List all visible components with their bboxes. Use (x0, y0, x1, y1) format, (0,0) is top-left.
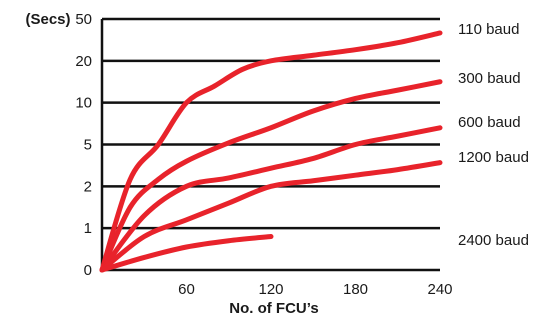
series-line-2400-baud (99, 234, 274, 273)
y-tick-label: 2 (84, 178, 92, 195)
series-line-300-baud (99, 79, 443, 273)
legend-label: 110 baud (458, 21, 519, 38)
series-lines (99, 30, 443, 273)
x-tick-label: 60 (178, 281, 195, 298)
x-tick-label: 240 (427, 281, 452, 298)
series-line-1200-baud (99, 160, 443, 273)
y-axis-unit: (Secs) (25, 11, 70, 28)
x-axis-ticks: 60 120 180 240 (178, 281, 452, 298)
y-tick-label: 50 (75, 11, 92, 28)
x-tick-label: 180 (343, 281, 368, 298)
series-line-600-baud (99, 125, 443, 273)
legend-label: 600 baud (458, 114, 521, 131)
y-tick-label: 1 (84, 220, 92, 237)
y-axis-ticks: 0 1 2 5 10 20 50 (75, 11, 92, 279)
y-tick-label: 5 (84, 137, 92, 154)
y-tick-label: 0 (84, 262, 92, 279)
series-line-110-baud (99, 30, 443, 273)
legend-label: 1200 baud (458, 149, 529, 166)
legend-label: 300 baud (458, 70, 521, 87)
x-axis-title: No. of FCU’s (229, 300, 318, 317)
y-tick-label: 10 (75, 95, 92, 112)
legend-label: 2400 baud (458, 232, 529, 249)
legend: 110 baud 300 baud 600 baud 1200 baud 2400 ba… (458, 21, 529, 249)
x-tick-label: 120 (258, 281, 283, 298)
y-tick-label: 20 (75, 53, 92, 70)
